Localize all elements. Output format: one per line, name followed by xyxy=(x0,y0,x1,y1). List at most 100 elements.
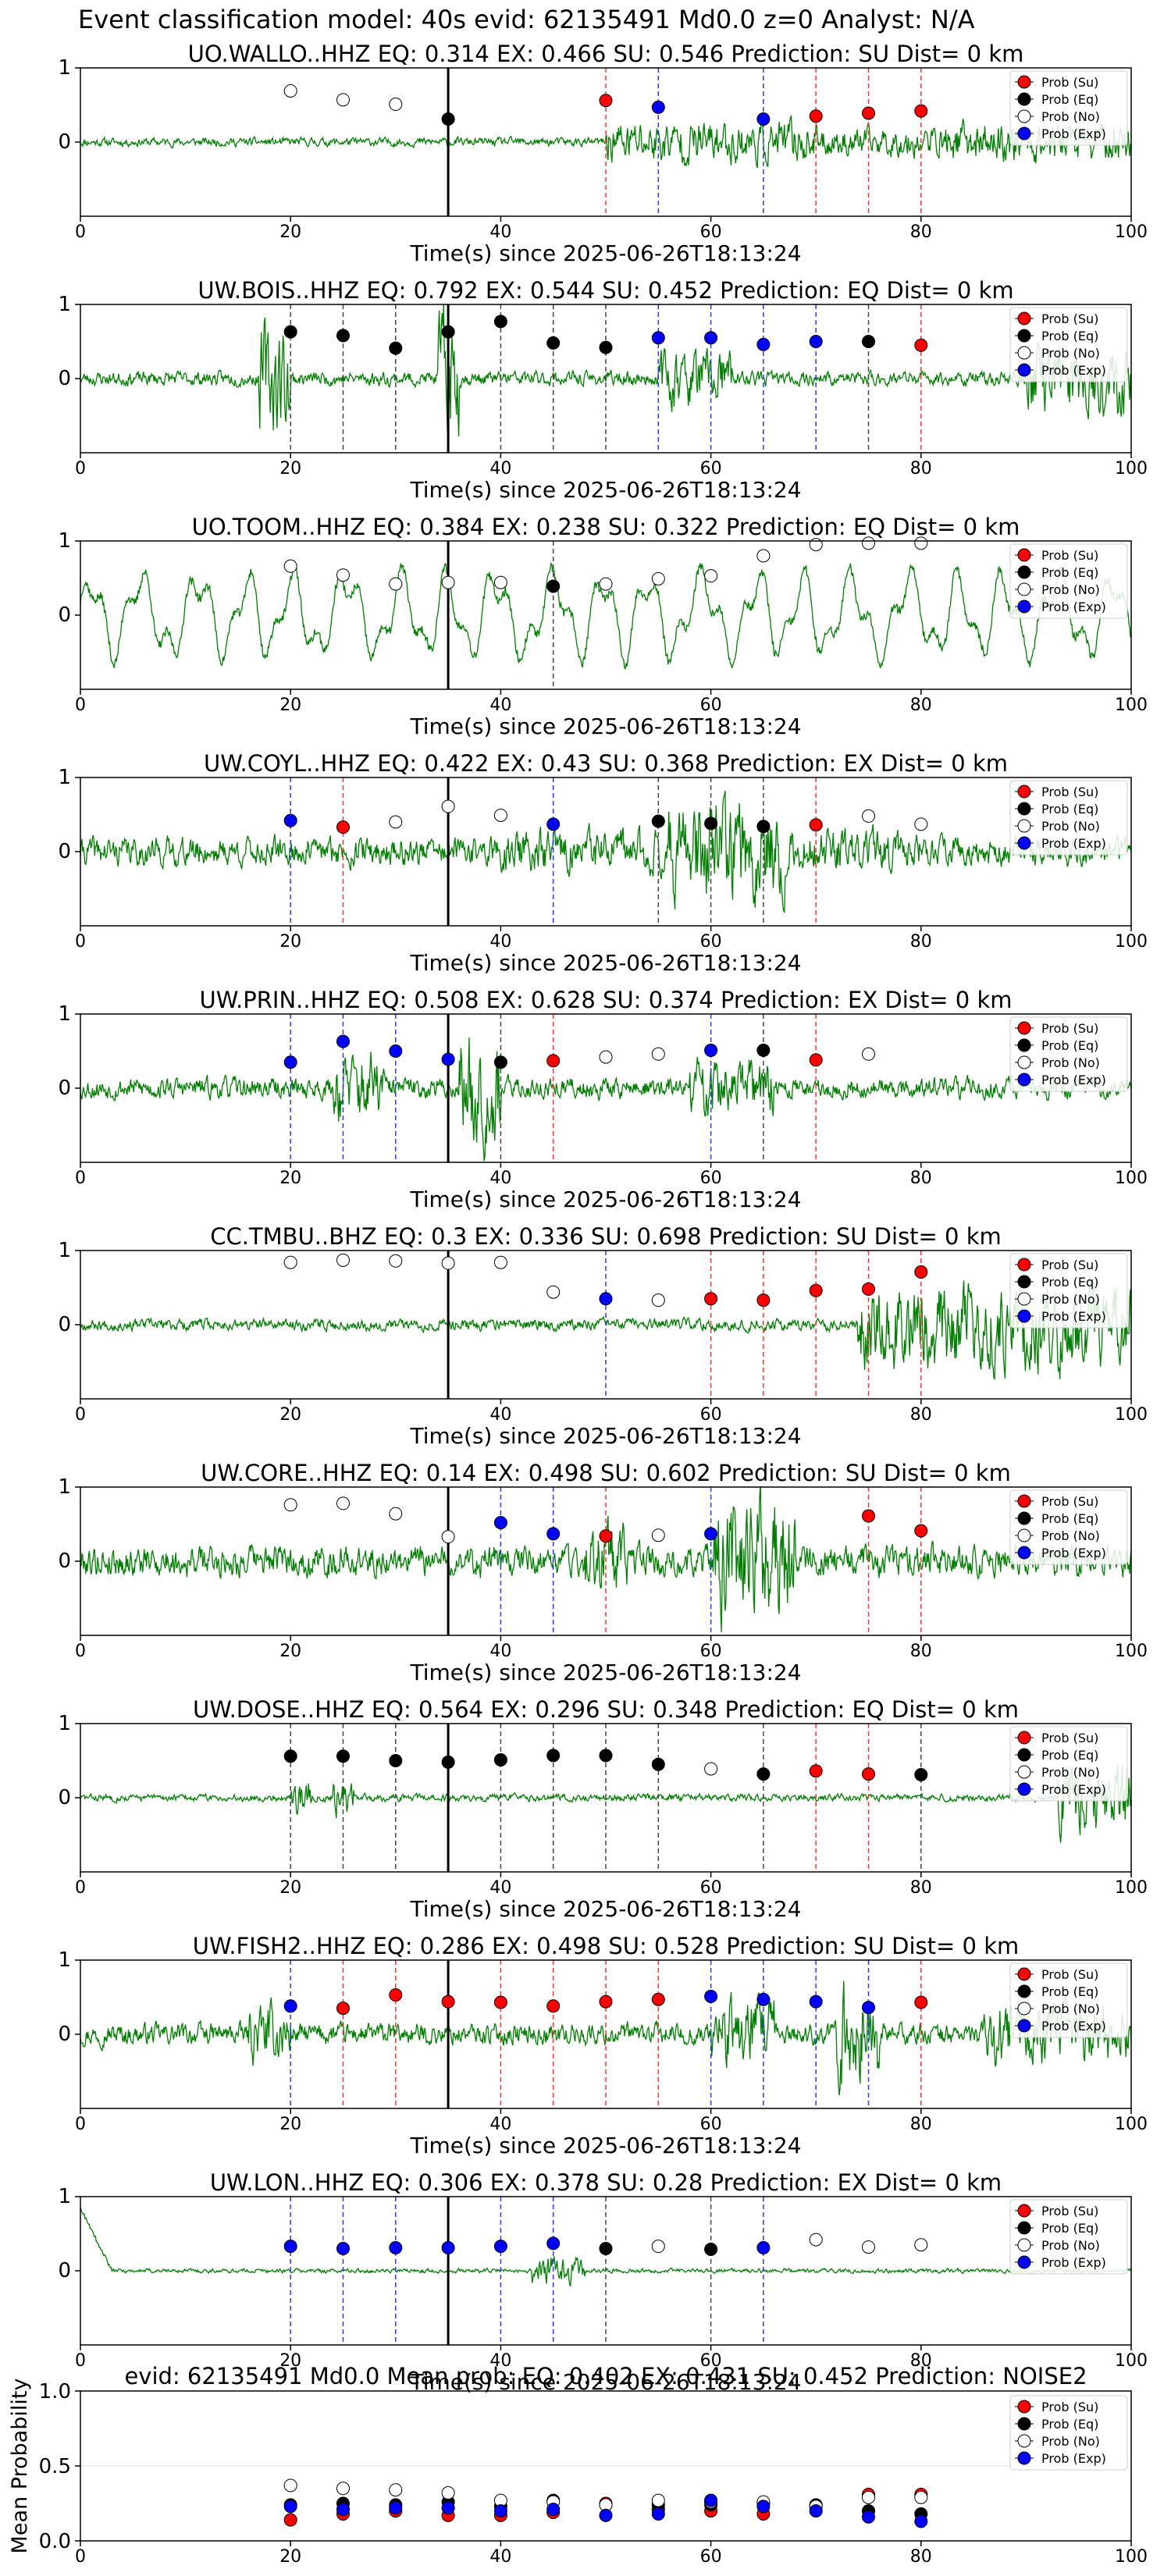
x-tick-label-60: 60 xyxy=(700,696,722,715)
mean-point-exp xyxy=(389,2501,403,2515)
prob-point-no xyxy=(914,536,928,550)
prob-point-exp xyxy=(389,1044,403,1058)
legend-label-no: Prob (No) xyxy=(1041,819,1100,834)
legend-label-exp: Prob (Exp) xyxy=(1041,126,1106,141)
prob-point-no xyxy=(704,569,718,583)
waveform-trace xyxy=(80,304,1131,436)
prob-point-su xyxy=(914,1265,928,1279)
legend-label-no: Prob (No) xyxy=(1041,2434,1100,2449)
legend-box xyxy=(1009,2199,1128,2275)
prob-point-exp xyxy=(283,1999,297,2013)
prob-point-eq xyxy=(283,1749,297,1763)
prob-point-no xyxy=(283,84,297,98)
legend-label-no: Prob (No) xyxy=(1041,1055,1100,1070)
y-tick-label-1.0: 1.0 xyxy=(39,2380,71,2403)
legend-label-no: Prob (No) xyxy=(1041,2238,1100,2253)
legend-marker-eq xyxy=(1017,2221,1031,2235)
x-tick-label-0: 0 xyxy=(75,696,86,715)
x-tick-label-20: 20 xyxy=(279,932,301,952)
prob-point-eq xyxy=(389,341,403,355)
prob-point-exp xyxy=(389,2241,403,2255)
x-tick-label-20: 20 xyxy=(279,2351,301,2371)
legend-marker-no xyxy=(1017,2238,1031,2252)
legend-marker-no xyxy=(1017,1055,1031,1069)
legend-label-eq: Prob (Eq) xyxy=(1041,2221,1098,2236)
x-axis-label: Time(s) since 2025-06-26T18:13:24 xyxy=(409,1660,801,1685)
x-tick-label-40: 40 xyxy=(489,459,511,479)
legend: Prob (Su) Prob (Eq) Prob (No) Prob (Exp) xyxy=(1009,2395,1128,2471)
prob-point-su xyxy=(862,1509,875,1523)
legend-marker-su xyxy=(1017,1021,1031,1035)
x-tick-label-20: 20 xyxy=(279,1878,301,1898)
prob-point-exp xyxy=(862,2001,875,2015)
y-tick-label-1: 1 xyxy=(58,1712,71,1735)
panel-mean-probability: 0.0 0.5 1.0 0 20 40 60 80 100 evid: 62135491 Md0.… xyxy=(8,2363,1148,2567)
legend-marker-no xyxy=(1017,2001,1031,2016)
legend-marker-eq xyxy=(1017,92,1031,106)
panel-title: evid: 62135491 Md0.0 Mean prob: EQ: 0.40… xyxy=(124,2363,1087,2389)
x-tick-label-80: 80 xyxy=(910,1642,932,1661)
x-tick-label-20: 20 xyxy=(279,222,301,242)
panel-title: UO.WALLO..HHZ EQ: 0.314 EX: 0.466 SU: 0.… xyxy=(188,41,1024,67)
mean-point-exp xyxy=(914,2514,928,2528)
x-tick-label-80: 80 xyxy=(910,222,932,242)
prob-point-no xyxy=(441,799,455,813)
prob-point-exp xyxy=(756,1992,771,2006)
x-tick-label-40: 40 xyxy=(489,2351,511,2371)
x-tick-label-0: 0 xyxy=(75,222,86,242)
legend-label-exp: Prob (Exp) xyxy=(1041,1546,1106,1560)
x-tick-label-80: 80 xyxy=(910,1878,932,1898)
prob-point-no xyxy=(862,1047,875,1061)
x-axis-label: Time(s) since 2025-06-26T18:13:24 xyxy=(409,1423,801,1449)
x-tick-label-100: 100 xyxy=(1115,1405,1148,1425)
y-tick-label-1: 1 xyxy=(58,1002,71,1026)
x-tick-label-0: 0 xyxy=(75,932,86,952)
legend-marker-su xyxy=(1017,1494,1031,1508)
legend-marker-su xyxy=(1017,2400,1031,2414)
legend-label-exp: Prob (Exp) xyxy=(1041,600,1106,614)
x-tick-label-40: 40 xyxy=(489,1878,511,1898)
prob-point-no xyxy=(336,1496,350,1510)
prob-point-eq xyxy=(493,1055,507,1069)
legend: Prob (Su) Prob (Eq) Prob (No) Prob (Exp) xyxy=(1009,1962,1128,2038)
legend-box xyxy=(1009,2395,1128,2471)
prob-point-exp xyxy=(283,813,297,827)
prob-point-exp xyxy=(809,335,823,348)
prob-point-eq xyxy=(283,325,297,339)
prob-point-no xyxy=(914,2238,928,2252)
x-tick-label-40: 40 xyxy=(489,932,511,952)
x-tick-label-80: 80 xyxy=(910,932,932,952)
prob-point-no xyxy=(441,1530,455,1544)
x-tick-label-100: 100 xyxy=(1115,2115,1148,2134)
prob-point-su xyxy=(599,1994,613,2008)
mean-point-exp xyxy=(862,2510,875,2524)
prob-point-eq xyxy=(756,1044,771,1058)
panel-title: UO.TOOM..HHZ EQ: 0.384 EX: 0.238 SU: 0.3… xyxy=(192,514,1020,540)
x-tick-label-80: 80 xyxy=(910,1405,932,1425)
prob-point-su xyxy=(914,1524,928,1538)
legend-box xyxy=(1009,1726,1128,1802)
prob-point-exp xyxy=(756,2241,771,2255)
x-tick-label-60: 60 xyxy=(700,222,722,242)
legend-label-no: Prob (No) xyxy=(1041,1528,1100,1543)
x-tick-label-100: 100 xyxy=(1115,1169,1148,1188)
prob-point-exp xyxy=(756,112,771,126)
legend: Prob (Su) Prob (Eq) Prob (No) Prob (Exp) xyxy=(1009,307,1128,382)
mean-point-exp xyxy=(651,2507,665,2521)
prob-point-su xyxy=(546,1054,561,1068)
prob-point-no xyxy=(336,93,350,107)
prob-point-no xyxy=(914,817,928,831)
y-tick-label-1: 1 xyxy=(58,766,71,789)
legend-marker-su xyxy=(1017,1731,1031,1745)
prob-point-no xyxy=(599,1050,613,1064)
legend-box xyxy=(1009,780,1128,856)
y-tick-label-0: 0 xyxy=(58,367,71,390)
plot-frame xyxy=(80,540,1132,690)
legend-marker-exp xyxy=(1017,126,1031,141)
legend-marker-no xyxy=(1017,1765,1031,1779)
legend-marker-exp xyxy=(1017,1546,1031,1560)
legend-marker-eq xyxy=(1017,1275,1031,1289)
